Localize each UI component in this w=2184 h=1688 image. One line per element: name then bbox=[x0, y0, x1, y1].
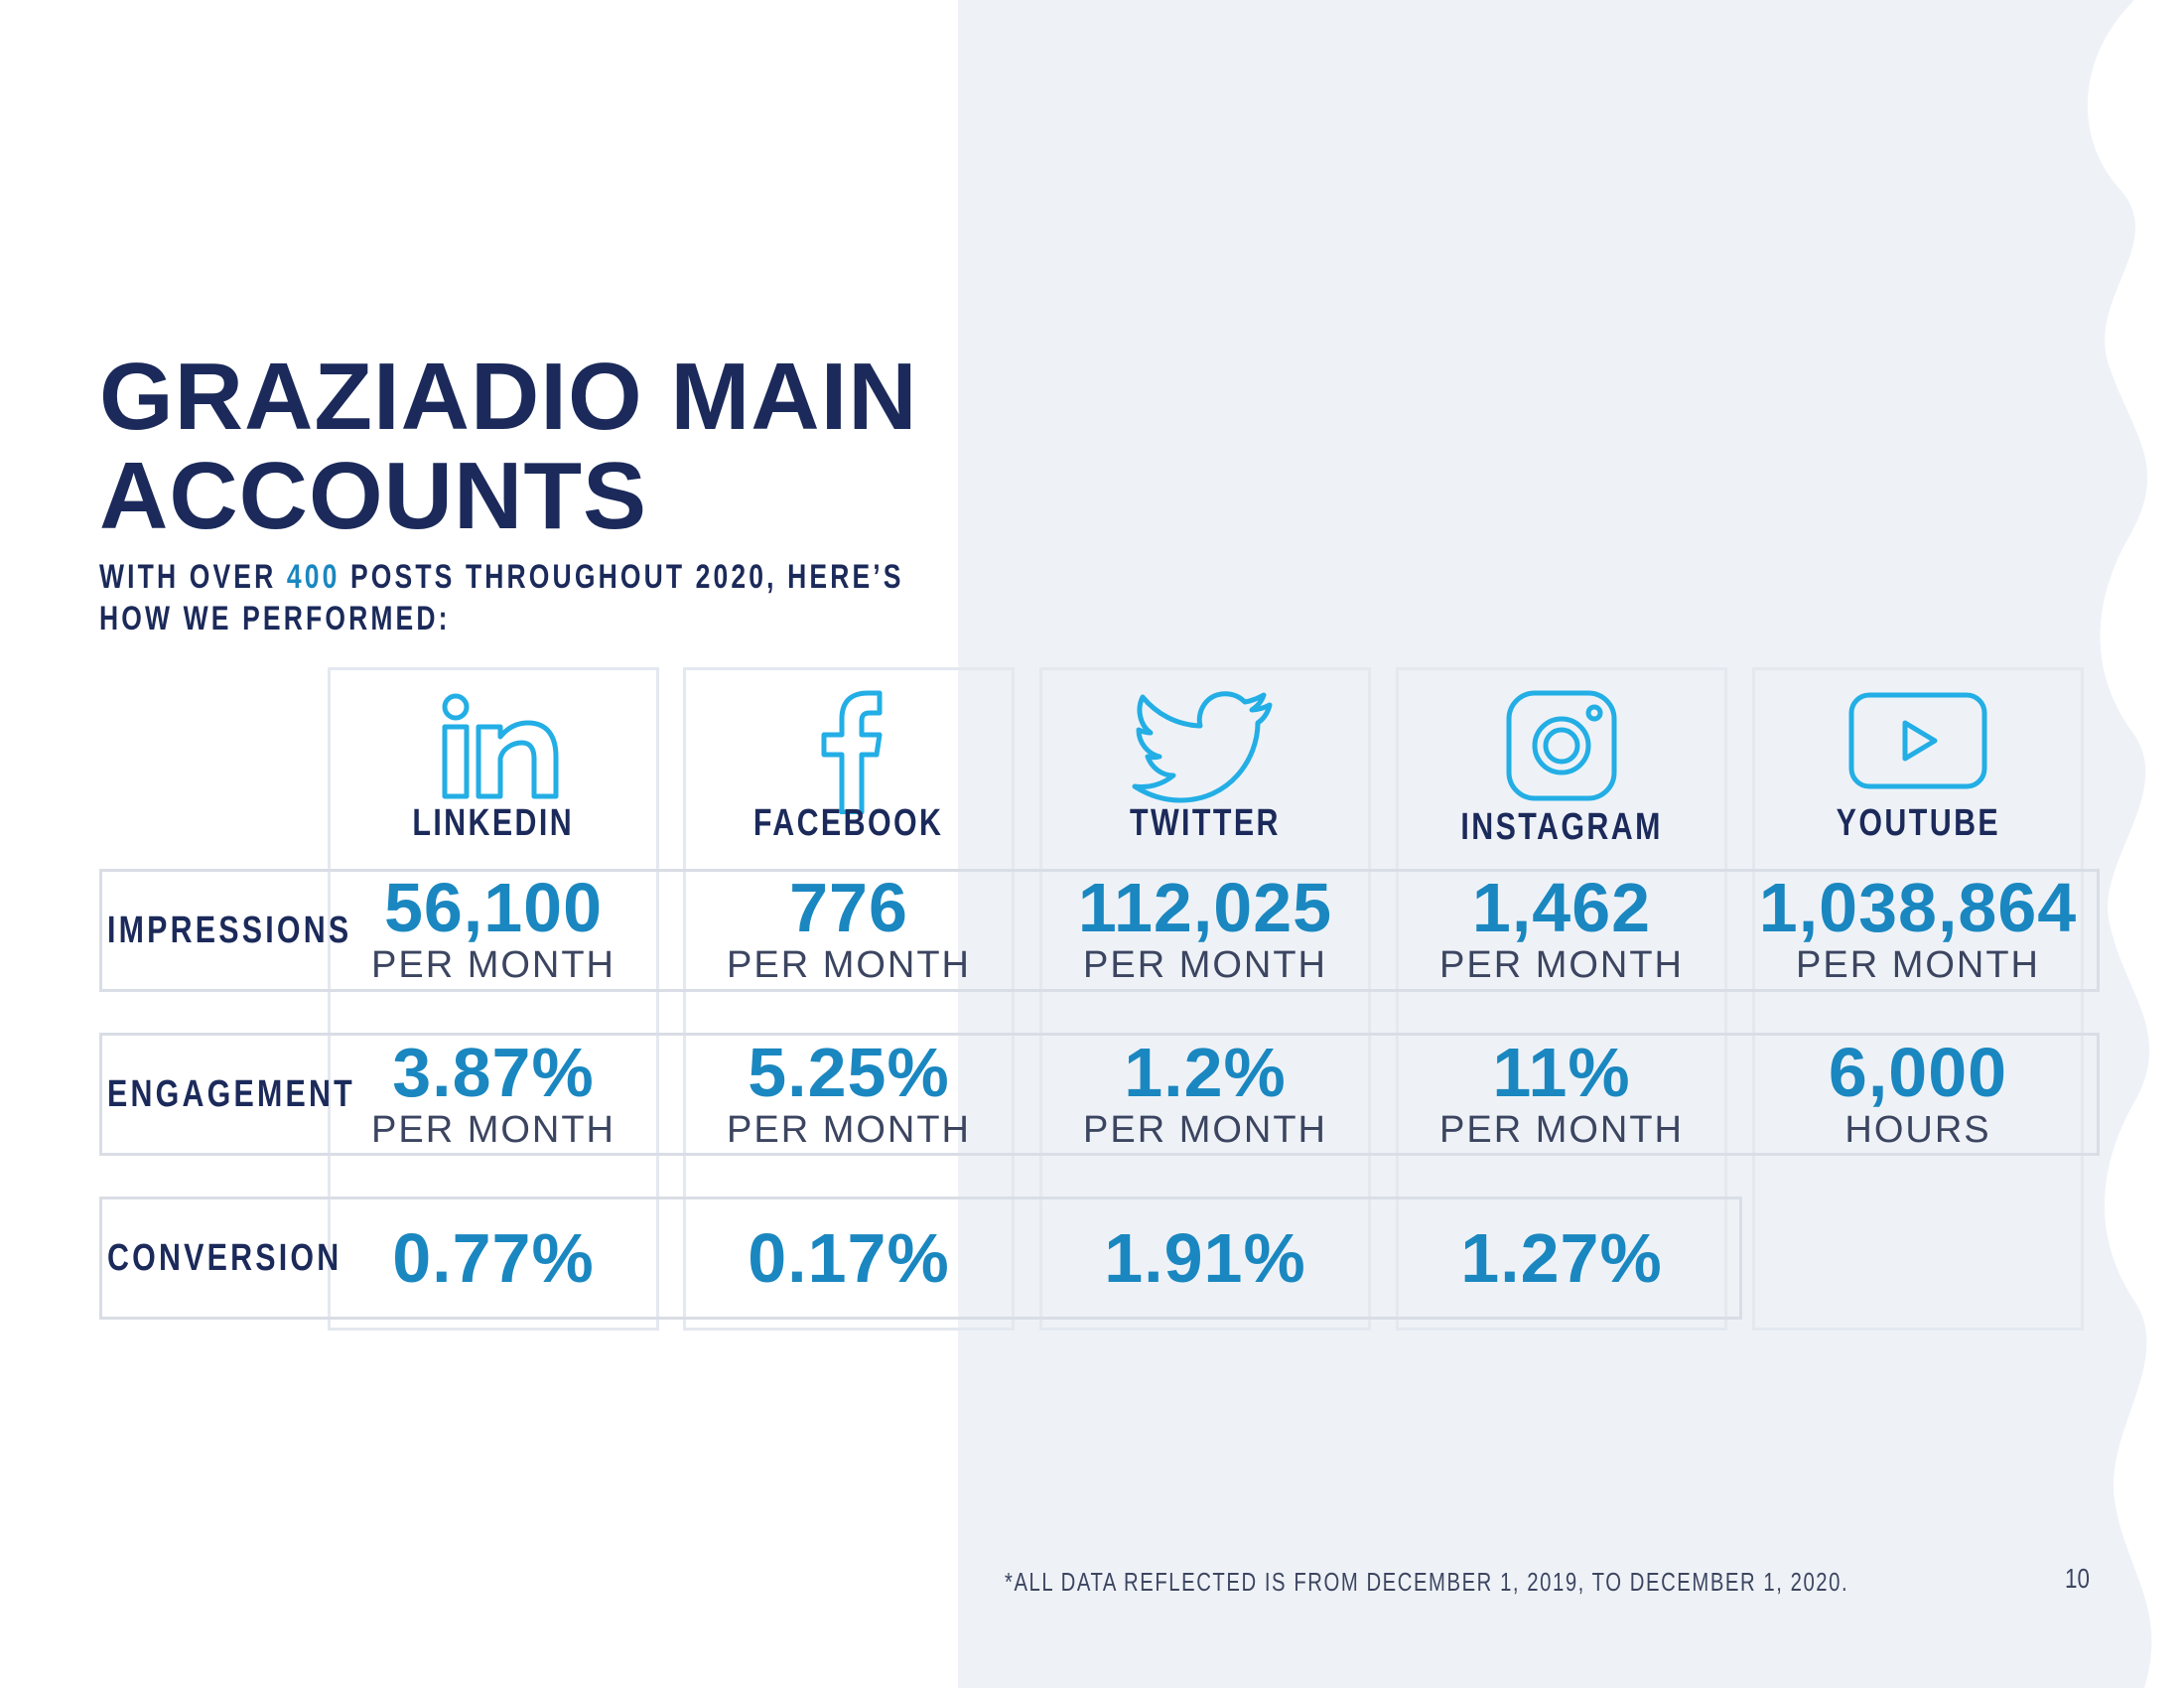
footnote: *ALL DATA REFLECTED IS FROM DECEMBER 1, … bbox=[1005, 1567, 1849, 1597]
metric-value: 5.25% bbox=[748, 1034, 950, 1111]
metric-value: 112,025 bbox=[1077, 869, 1333, 946]
conversion-cell-linkedin: 0.77% bbox=[315, 1196, 672, 1320]
metric-unit: PER MONTH bbox=[1083, 944, 1327, 986]
row-label-engagement: ENGAGEMENT bbox=[107, 1073, 355, 1115]
column-frame-youtube bbox=[1752, 667, 2084, 1331]
engagement-cell-facebook: 5.25% PER MONTH bbox=[670, 1035, 1027, 1150]
platform-name-youtube: YOUTUBE bbox=[1836, 802, 2000, 844]
subtitle-text-post: POSTS THROUGHOUT 2020, HERE’S bbox=[349, 558, 904, 596]
metric-value: 3.87% bbox=[392, 1034, 595, 1111]
row-frame-conversion bbox=[99, 1196, 1742, 1320]
subtitle-line-1: WITH OVER 400 POSTS THROUGHOUT 2020, HER… bbox=[99, 556, 904, 598]
twitter-icon bbox=[1132, 691, 1273, 803]
page-title-line-2: ACCOUNTS bbox=[99, 443, 647, 549]
row-frame-impressions bbox=[99, 869, 2100, 992]
platform-name-twitter: TWITTER bbox=[1130, 802, 1281, 844]
platform-name-instagram: INSTAGRAM bbox=[1460, 806, 1663, 848]
conversion-cell-instagram: 1.27% bbox=[1383, 1196, 1740, 1320]
metric-unit: PER MONTH bbox=[727, 944, 971, 986]
metric-value: 776 bbox=[789, 869, 908, 946]
metric-value: 1,462 bbox=[1471, 869, 1652, 946]
metric-unit: PER MONTH bbox=[1083, 1109, 1327, 1151]
instagram-icon bbox=[1506, 690, 1617, 801]
metric-unit: HOURS bbox=[1844, 1109, 1991, 1151]
impressions-cell-instagram: 1,462 PER MONTH bbox=[1383, 870, 1740, 985]
metric-value: 0.77% bbox=[392, 1219, 595, 1297]
page-number: 10 bbox=[2065, 1563, 2090, 1594]
row-label-conversion: CONVERSION bbox=[107, 1237, 342, 1279]
metric-value: 0.17% bbox=[748, 1219, 950, 1297]
column-frame-facebook bbox=[683, 667, 1015, 1331]
conversion-cell-facebook: 0.17% bbox=[670, 1196, 1027, 1320]
metric-value: 1.91% bbox=[1104, 1219, 1306, 1297]
metric-unit: PER MONTH bbox=[371, 944, 615, 986]
row-label-impressions: IMPRESSIONS bbox=[107, 910, 352, 951]
background-panel bbox=[958, 0, 2184, 1688]
facebook-icon bbox=[821, 690, 883, 814]
metric-value: 11% bbox=[1492, 1034, 1631, 1111]
engagement-cell-youtube: 6,000 HOURS bbox=[1739, 1035, 2097, 1150]
metric-value: 56,100 bbox=[383, 869, 604, 946]
impressions-cell-twitter: 112,025 PER MONTH bbox=[1026, 870, 1384, 985]
page-title-line-1: GRAZIADIO MAIN bbox=[99, 344, 918, 450]
platform-name-facebook: FACEBOOK bbox=[753, 802, 944, 844]
metric-value: 1.27% bbox=[1460, 1219, 1663, 1297]
column-frame-linkedin bbox=[328, 667, 659, 1331]
metric-unit: PER MONTH bbox=[1439, 944, 1684, 986]
impressions-cell-facebook: 776 PER MONTH bbox=[670, 870, 1027, 985]
metric-value: 1,038,864 bbox=[1758, 869, 2078, 946]
platform-name-linkedin: LINKEDIN bbox=[412, 802, 575, 844]
wave-border-decoration bbox=[2087, 0, 2184, 1688]
linkedin-icon bbox=[442, 693, 559, 799]
metric-unit: PER MONTH bbox=[371, 1109, 615, 1151]
impressions-cell-youtube: 1,038,864 PER MONTH bbox=[1739, 870, 2097, 985]
impressions-cell-linkedin: 56,100 PER MONTH bbox=[315, 870, 672, 985]
subtitle-line-2: HOW WE PERFORMED: bbox=[99, 600, 451, 637]
youtube-icon bbox=[1848, 692, 1987, 789]
engagement-cell-instagram: 11% PER MONTH bbox=[1383, 1035, 1740, 1150]
metric-unit: PER MONTH bbox=[1796, 944, 2040, 986]
column-frame-instagram bbox=[1396, 667, 1727, 1331]
row-frame-engagement bbox=[99, 1033, 2100, 1156]
posts-count: 400 bbox=[286, 558, 341, 596]
metric-unit: PER MONTH bbox=[1439, 1109, 1684, 1151]
engagement-cell-twitter: 1.2% PER MONTH bbox=[1026, 1035, 1384, 1150]
metric-value: 6,000 bbox=[1828, 1034, 2008, 1111]
metric-value: 1.2% bbox=[1124, 1034, 1287, 1111]
engagement-cell-linkedin: 3.87% PER MONTH bbox=[315, 1035, 672, 1150]
metric-unit: PER MONTH bbox=[727, 1109, 971, 1151]
subtitle-text-pre: WITH OVER bbox=[99, 558, 277, 596]
column-frame-twitter bbox=[1039, 667, 1371, 1331]
conversion-cell-twitter: 1.91% bbox=[1026, 1196, 1384, 1320]
